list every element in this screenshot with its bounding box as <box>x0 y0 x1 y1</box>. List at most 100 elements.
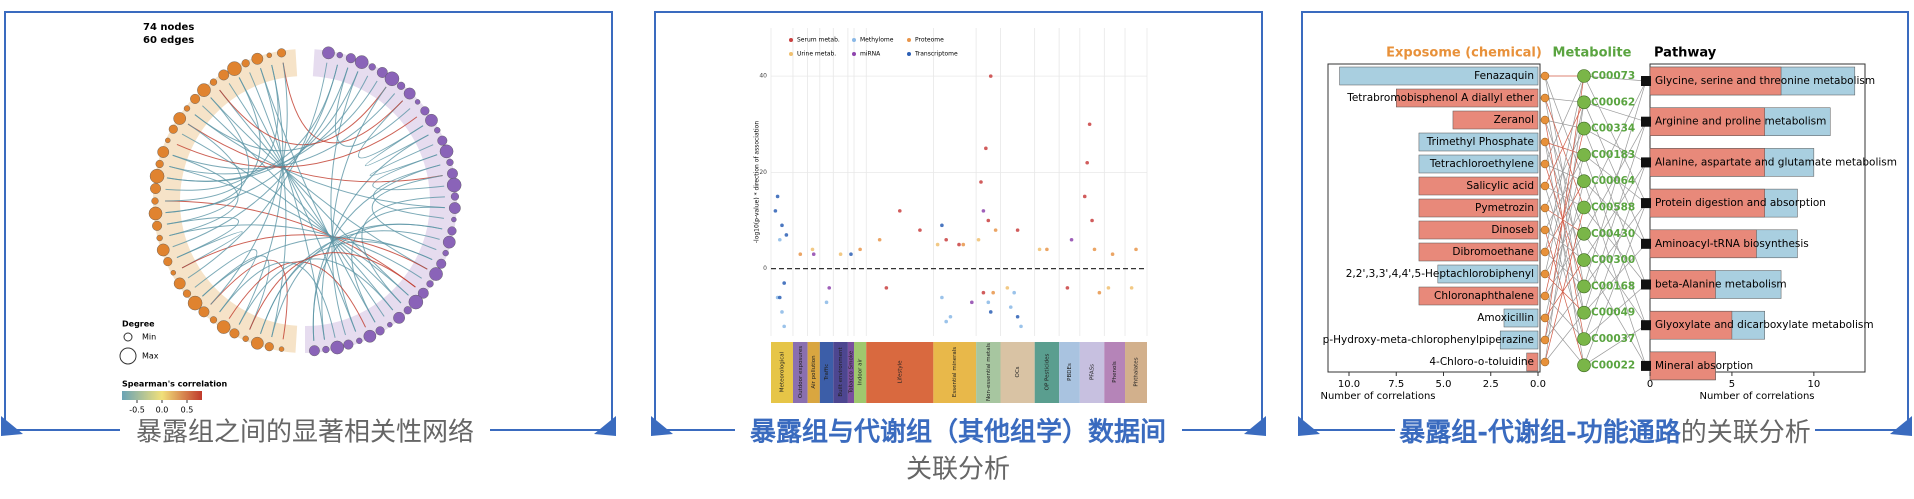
exposure-label: 4-Chloro-o-toluidine <box>1429 356 1534 368</box>
link <box>1544 185 1585 313</box>
point <box>970 300 974 305</box>
point <box>1019 324 1023 329</box>
point <box>1065 286 1070 290</box>
node <box>447 226 457 236</box>
metabolite-label: C00183 <box>1591 149 1635 161</box>
x-tick-label: 0 <box>1647 379 1653 390</box>
bar <box>1418 286 1539 306</box>
category-band <box>1079 342 1105 403</box>
exposure-label: Tetrachloroethylene <box>1429 158 1534 170</box>
bar <box>1649 270 1716 299</box>
legend-swatch <box>852 38 856 42</box>
point <box>1015 314 1020 319</box>
pathway-label: Glycine, serine and threonine metabolism <box>1655 75 1875 87</box>
exposure-label: 2,2',3,3',4,4',5-Heptachlorobiphenyl <box>1346 268 1534 280</box>
exposure-label: Chloronaphthalene <box>1434 290 1534 302</box>
link <box>1544 207 1585 340</box>
link <box>1583 75 1647 204</box>
metabolite-node <box>1577 305 1591 320</box>
edge <box>169 154 239 237</box>
link <box>1544 163 1585 287</box>
category-band <box>1125 342 1147 403</box>
point <box>976 237 981 242</box>
bar <box>1339 66 1539 86</box>
point <box>780 223 784 228</box>
category-label: Built environment <box>838 347 844 397</box>
pathway-label: Aminoacyl-tRNA biosynthesis <box>1655 238 1809 250</box>
frame <box>4 11 613 420</box>
link <box>1583 102 1647 244</box>
edge <box>202 105 394 311</box>
edge <box>169 224 422 279</box>
caption: 暴露组之间的显著相关性网络 <box>136 418 474 448</box>
node <box>157 146 170 158</box>
exposure-label: Pymetrozin <box>1475 202 1534 214</box>
category-band <box>1000 342 1035 403</box>
y-axis-label: -log10(p-value) * direction of associati… <box>754 121 761 243</box>
exposure-node <box>1540 225 1550 235</box>
link <box>1583 101 1647 123</box>
caption-main: 暴露组-代谢组-功能通路 <box>1399 417 1682 448</box>
node <box>375 326 385 336</box>
link <box>1544 75 1585 341</box>
metabolite-label: C00064 <box>1591 175 1635 187</box>
node <box>187 295 203 311</box>
bar <box>1526 352 1539 372</box>
node <box>439 144 454 159</box>
point <box>1134 247 1138 252</box>
node <box>173 112 187 125</box>
node <box>354 55 369 69</box>
edge <box>166 64 338 182</box>
link <box>1544 102 1585 363</box>
metabolite-node <box>1577 95 1591 110</box>
category-label: Indoor air <box>858 358 864 385</box>
link <box>1544 119 1585 234</box>
point <box>993 228 998 232</box>
edge <box>228 83 385 317</box>
node <box>209 78 218 86</box>
metabolite-label: C00049 <box>1591 307 1635 319</box>
edge <box>219 86 387 146</box>
edge <box>164 200 416 288</box>
legend-label: Transcriptome <box>914 51 958 58</box>
plot-bg <box>771 28 1147 336</box>
node <box>216 320 231 334</box>
point <box>782 281 786 285</box>
edge <box>219 261 336 338</box>
point <box>777 237 782 242</box>
legend-min <box>123 332 133 342</box>
node <box>442 235 456 249</box>
link <box>1544 233 1585 297</box>
edge <box>194 80 378 152</box>
link <box>1544 154 1585 231</box>
link <box>1544 259 1585 319</box>
link <box>1544 75 1585 287</box>
pathway-label: Alanine, aspartate and glutamate metabol… <box>1655 156 1897 168</box>
node <box>414 99 421 105</box>
pathway-node <box>1641 116 1651 127</box>
node <box>209 316 218 324</box>
point <box>775 194 780 199</box>
edge <box>176 231 243 269</box>
frame <box>654 11 1263 420</box>
category-band <box>807 342 820 403</box>
category-band <box>866 342 934 403</box>
edge <box>238 77 357 332</box>
exposure-node <box>1540 181 1550 191</box>
legend-label: Urine metab. <box>797 51 836 58</box>
category-label: Phenols <box>1112 361 1118 383</box>
link <box>1544 286 1585 341</box>
point <box>984 146 988 151</box>
edge <box>187 123 443 183</box>
x-tick-label: 5.0 <box>1436 379 1452 390</box>
edge <box>202 255 270 330</box>
edge <box>335 67 411 147</box>
node <box>426 280 434 288</box>
point <box>1092 247 1097 252</box>
link <box>1544 317 1585 366</box>
category-label: Meteorological <box>779 351 785 392</box>
corner <box>1244 416 1266 436</box>
point <box>1085 160 1089 165</box>
category-label: OP Pesticides <box>1044 353 1050 390</box>
bar <box>1499 330 1539 350</box>
